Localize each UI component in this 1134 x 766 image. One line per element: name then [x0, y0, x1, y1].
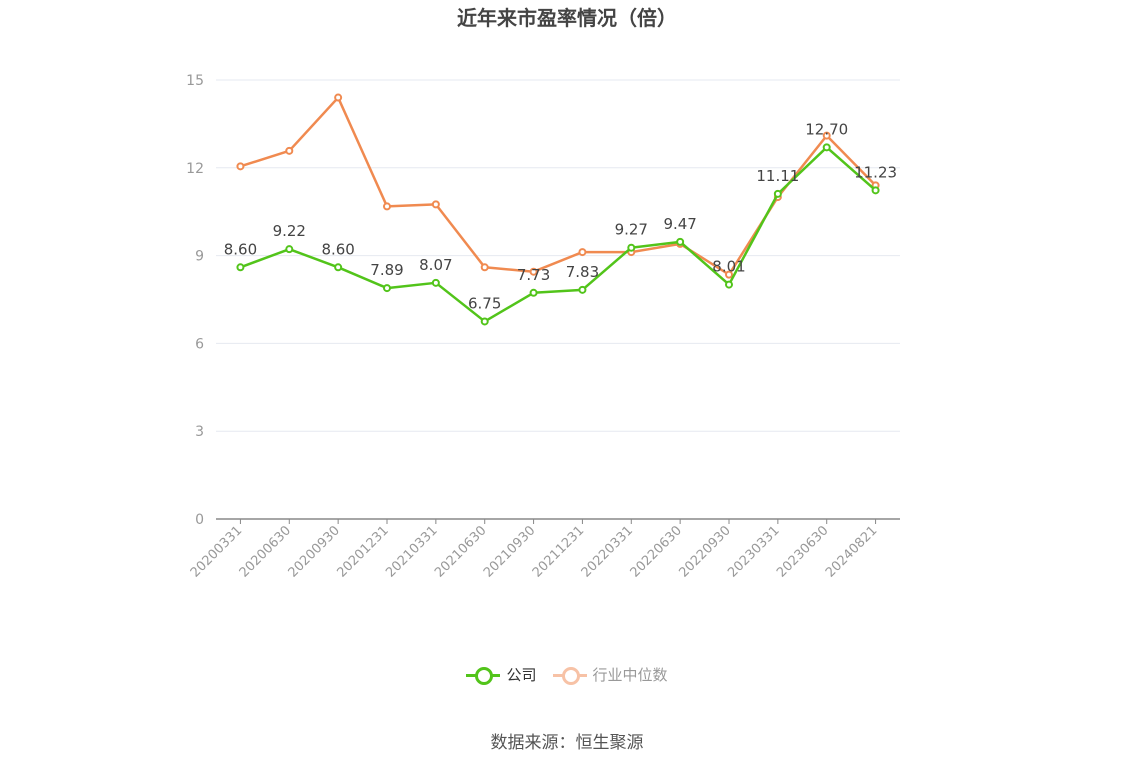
x-tick-label: 20200630	[237, 523, 294, 580]
data-label: 9.27	[615, 221, 648, 239]
data-point-industry-median	[822, 131, 831, 140]
data-label: 8.60	[321, 240, 354, 258]
data-label: 7.83	[566, 263, 599, 281]
data-label: 8.01	[712, 258, 745, 276]
x-tick-label: 20220930	[676, 523, 733, 580]
legend-swatch-company	[466, 665, 501, 685]
data-label: 9.22	[273, 222, 306, 240]
legend-label-industry-median: 行业中位数	[592, 666, 668, 684]
data-point-company	[529, 288, 538, 297]
data-point-company	[725, 280, 733, 289]
data-point-company	[773, 189, 782, 198]
y-tick-label: 9	[195, 249, 204, 265]
series-line-company	[239, 146, 877, 323]
data-point-company	[334, 263, 343, 272]
data-label: 12.70	[805, 120, 848, 138]
x-tick-label: 20210630	[432, 523, 489, 580]
data-label: 8.07	[419, 256, 452, 274]
x-tick-label: 20201231	[334, 523, 391, 580]
data-point-company	[431, 278, 440, 287]
x-tick-label: 20230630	[774, 523, 831, 580]
data-point-industry-median	[725, 270, 733, 279]
grid-lines	[216, 79, 900, 432]
data-label: 6.75	[468, 294, 501, 312]
data-label: 11.11	[756, 167, 799, 185]
y-tick-label: 3	[195, 424, 204, 440]
data-point-company	[480, 317, 489, 326]
data-point-industry-median	[334, 93, 343, 102]
x-tick-label: 20210331	[383, 523, 440, 580]
data-point-company	[383, 284, 391, 293]
x-tick-label: 20200930	[286, 523, 343, 580]
y-tick-label: 6	[195, 336, 204, 352]
legend-item-industry-median[interactable]: 行业中位数	[552, 664, 668, 685]
data-point-industry-median	[383, 202, 391, 211]
data-label: 8.60	[224, 240, 257, 258]
data-label: 11.23	[854, 163, 897, 181]
y-tick-label: 12	[186, 161, 204, 177]
data-point-company	[627, 243, 636, 252]
x-tick-label: 20211231	[530, 523, 587, 580]
x-tick-label: 20230331	[725, 523, 782, 580]
data-point-company	[871, 186, 880, 195]
data-point-industry-median	[431, 200, 440, 209]
legend-swatch-industry-median	[552, 665, 587, 685]
data-point-company	[578, 285, 587, 294]
x-tick-label: 20220331	[579, 523, 636, 580]
chart-title: 近年来市盈率情况（倍）	[457, 6, 677, 30]
data-point-company	[822, 143, 831, 152]
data-labels: 8.60 9.22 8.60 7.89 8.07 6.75 7.73 7.83 9.27 9.47…	[224, 120, 897, 312]
y-tick-label: 0	[195, 512, 204, 528]
data-point-company	[676, 237, 685, 246]
data-point-industry-median	[529, 267, 538, 276]
data-label: 7.73	[517, 266, 550, 284]
data-source-note: 数据来源：恒生聚源	[490, 733, 644, 753]
axes: 0 3 6 9 12 15 20200331202006302020093020201231…	[186, 73, 900, 581]
x-tick-label: 20210930	[481, 523, 538, 580]
data-point-industry-median	[578, 248, 587, 257]
x-tick-label: 20240821	[823, 523, 880, 580]
data-point-company	[236, 263, 245, 272]
legend: 公司 行业中位数	[0, 664, 1134, 685]
data-point-company	[285, 245, 294, 254]
x-tick-label: 20220630	[628, 523, 685, 580]
legend-label-company: 公司	[506, 666, 537, 684]
x-tick-label: 20200331	[188, 523, 245, 580]
data-point-industry-median	[285, 146, 294, 155]
data-point-industry-median	[236, 162, 245, 171]
legend-item-company[interactable]: 公司	[466, 664, 537, 685]
data-label: 9.47	[663, 215, 696, 233]
data-point-industry-median	[480, 263, 489, 272]
series-lines	[236, 93, 880, 326]
y-tick-label: 15	[186, 73, 204, 89]
data-label: 7.89	[370, 261, 403, 279]
